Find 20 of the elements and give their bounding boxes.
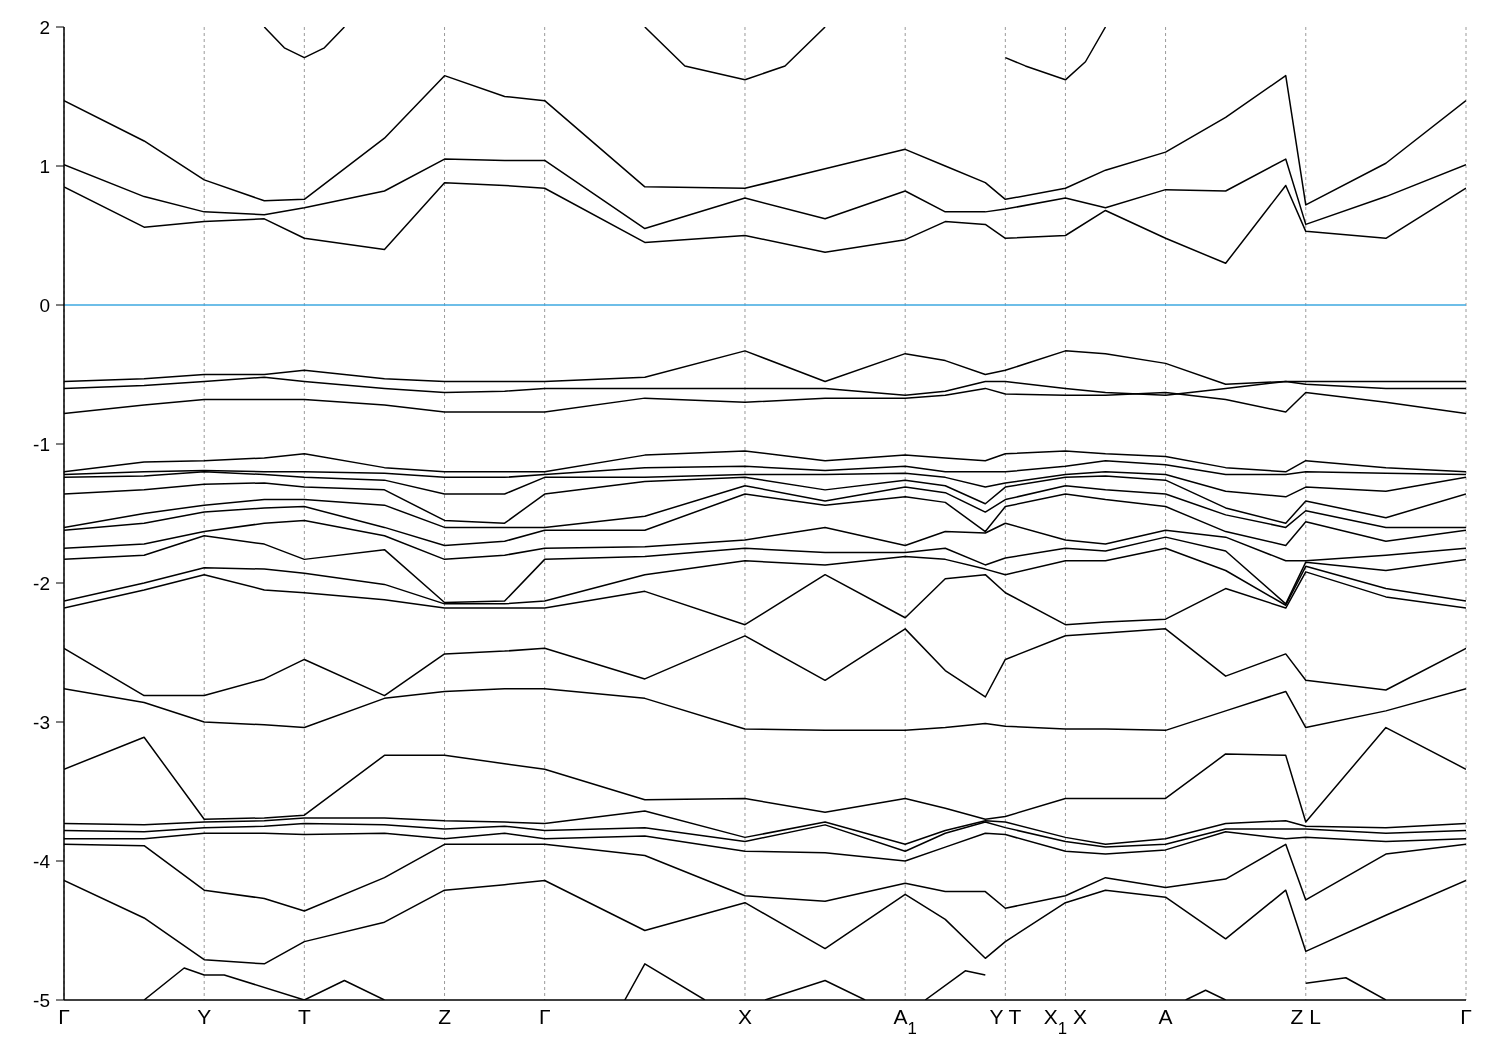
x-tick-label: Z L	[1290, 1005, 1321, 1028]
x-tick-label: T	[297, 1005, 311, 1028]
y-tick-label: -3	[33, 712, 50, 733]
x-tick-label: Γ	[1460, 1005, 1472, 1028]
y-tick-label: -4	[33, 851, 51, 872]
y-tick-label: -5	[33, 990, 50, 1011]
y-tick-label: 1	[39, 156, 50, 177]
x-tick-label: Y	[197, 1005, 212, 1028]
y-tick-label: -2	[33, 573, 50, 594]
x-tick-label: Z	[438, 1005, 452, 1028]
x-tick-label: A$_{1}$	[893, 1005, 917, 1038]
y-tick-label: -1	[33, 434, 50, 455]
y-tick-label: 0	[39, 295, 50, 316]
x-tick-label: X	[737, 1005, 752, 1028]
y-tick-label: 2	[39, 17, 50, 38]
x-tick-label: X$_{1}$ X	[1043, 1005, 1088, 1038]
x-tick-label: Y T	[989, 1005, 1022, 1028]
x-tick-label: A	[1158, 1005, 1173, 1028]
x-tick-label: Γ	[538, 1005, 551, 1028]
x-tick-label: Γ	[58, 1005, 70, 1028]
